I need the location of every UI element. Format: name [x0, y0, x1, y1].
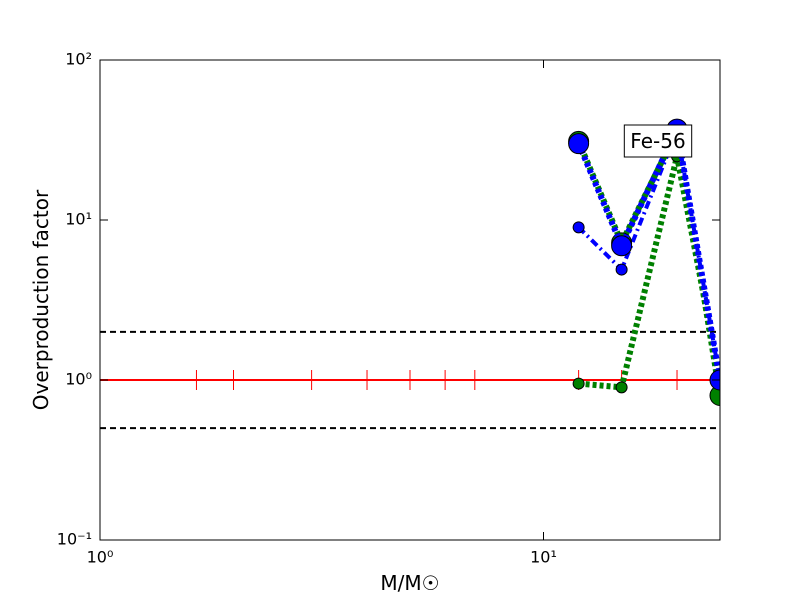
y-axis-label: Overproduction factor — [29, 189, 53, 410]
series-line — [577, 123, 720, 381]
y-tick-label: 10⁻¹ — [57, 530, 92, 549]
point-marker — [568, 133, 590, 155]
point-marker — [572, 221, 585, 234]
point-marker — [615, 381, 628, 394]
point-marker — [572, 377, 585, 390]
y-tick-label: 10² — [65, 50, 92, 69]
y-tick-label: 10¹ — [65, 210, 92, 229]
y-tick-label: 10⁰ — [65, 370, 92, 389]
plot-area — [100, 60, 720, 540]
x-axis-label: M/M☉ — [380, 571, 439, 595]
x-tick-label: 10¹ — [530, 548, 557, 567]
point-marker — [611, 235, 633, 257]
annotation-box — [623, 124, 693, 158]
annotation: Fe-56 — [630, 129, 685, 153]
axes-frame — [99, 59, 721, 541]
point-marker — [709, 385, 720, 407]
x-tick-label: 10⁰ — [87, 548, 114, 567]
series-line — [575, 119, 720, 381]
point-marker — [615, 263, 628, 276]
